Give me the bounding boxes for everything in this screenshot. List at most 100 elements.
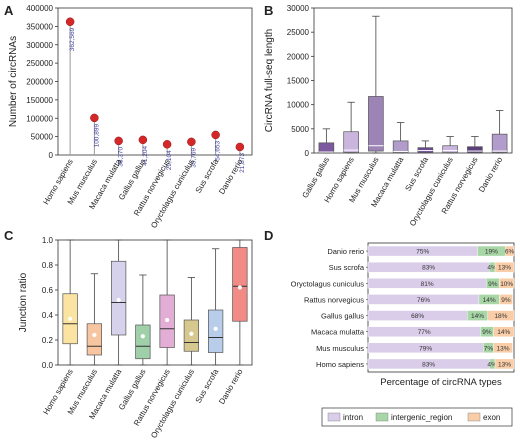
c-x-tick-label: Danio rerio [217, 367, 245, 406]
d-bar-segment-exon [487, 310, 515, 321]
c-y-tick-label: 0.4 [42, 311, 54, 320]
a-y-tick-label: 100000 [26, 114, 53, 123]
a-plot-frame [57, 7, 253, 156]
a-value-label: 41,204 [142, 145, 149, 165]
c-mean-marker [116, 297, 121, 303]
d-y-tick-label: Oryctolagus cuniculus [291, 279, 365, 288]
b-y-tick-label: 5000 [291, 125, 309, 134]
a-lollipop-marker [211, 130, 220, 140]
a-value-label: 38,370 [118, 147, 125, 167]
a-lollipop-marker [65, 17, 75, 27]
d-y-tick-label: Rattus norvegicus [304, 295, 364, 304]
a-value-label: 21,873 [239, 153, 246, 173]
d-y-tick-label: Gallus gallus [321, 312, 364, 321]
a-lollipop-marker [235, 142, 245, 152]
a-x-tick-label: Sus scrofa [194, 157, 221, 195]
a-y-tick-label: 50000 [31, 133, 54, 142]
c-mean-marker [237, 285, 242, 290]
a-y-tick-label: 300000 [26, 41, 53, 50]
d-segment-value-label: 14% [497, 329, 510, 336]
c-x-tick-label: Sus scrofa [194, 367, 221, 405]
c-y-tick-label: 0.0 [42, 361, 54, 370]
d-y-tick-label: Danio rerio [327, 247, 364, 256]
d-segment-value-label: 76% [417, 297, 430, 304]
b-plot-frame [313, 7, 513, 154]
d-legend-swatch-intron [327, 412, 341, 422]
d-segment-value-label: 4% [487, 265, 497, 272]
d-bar-segment-exon [499, 278, 515, 289]
a-y-axis-label: Number of circRNAs [8, 36, 19, 127]
d-segment-value-label: 13% [497, 345, 510, 352]
d-segment-value-label: 9% [488, 281, 498, 288]
panel-label-c: C [4, 228, 14, 243]
d-legend-label: intron [343, 413, 363, 422]
a-y-tick-label: 200000 [26, 78, 53, 87]
d-segment-value-label: 83% [422, 361, 435, 368]
a-y-tick-label: 250000 [26, 59, 53, 68]
b-box [368, 96, 384, 152]
b-y-tick-label: 10000 [287, 101, 310, 110]
b-box [343, 131, 359, 153]
a-x-tick-label: Danio rerio [217, 157, 245, 196]
a-lollipop-marker [90, 113, 99, 123]
c-box [208, 309, 224, 353]
c-plot-frame [57, 239, 253, 366]
b-y-tick-label: 15000 [287, 77, 310, 86]
d-y-tick-label: Homo sapiens [316, 360, 364, 369]
c-y-tick-label: 0.6 [42, 286, 54, 295]
d-segment-value-label: 13% [498, 265, 511, 272]
a-value-label: 35,769 [190, 147, 197, 167]
d-segment-value-label: 81% [421, 281, 434, 288]
d-segment-value-label: 83% [422, 265, 435, 272]
c-y-axis-label: Junction ratio [18, 272, 29, 332]
d-bar-segment-exon [493, 342, 513, 354]
c-y-tick-label: 1.0 [42, 236, 54, 245]
b-x-tick-label: Danio rerio [477, 155, 505, 194]
d-segment-value-label: 6% [505, 249, 515, 256]
c-box [86, 323, 102, 356]
d-legend-label: intergenic_region [391, 413, 452, 422]
d-segment-value-label: 19% [485, 249, 498, 256]
d-segment-value-label: 77% [418, 329, 431, 336]
a-lollipop-marker [187, 137, 196, 147]
d-segment-value-label: 14% [483, 297, 496, 304]
d-x-axis-label: Percentage of circRNA types [380, 377, 502, 388]
c-mean-marker [140, 334, 145, 339]
b-box [318, 142, 335, 154]
b-x-tick-label: Sus scrofa [403, 155, 430, 193]
d-segment-value-label: 4% [487, 361, 497, 368]
d-legend-swatch-exon [467, 412, 481, 422]
d-segment-value-label: 7% [484, 345, 494, 352]
d-segment-value-label: 18% [494, 313, 507, 320]
c-y-tick-label: 0.8 [42, 261, 54, 270]
a-value-label: 100,899 [93, 124, 100, 148]
d-segment-value-label: 13% [498, 361, 511, 368]
a-y-tick-label: 0 [49, 151, 54, 160]
d-legend-label: exon [483, 413, 500, 422]
d-segment-value-label: 10% [500, 281, 513, 288]
b-y-axis-label: CircRNA full-seq length [264, 29, 275, 132]
b-box [392, 140, 409, 153]
c-mean-marker [92, 332, 97, 338]
d-y-tick-label: Mus musculus [316, 344, 364, 353]
d-segment-value-label: 9% [482, 329, 492, 336]
d-y-tick-label: Sus scrofa [329, 263, 365, 272]
a-lollipop-marker [162, 140, 172, 149]
panel-label-a: A [4, 3, 14, 18]
d-bar-segment-exon [493, 326, 515, 337]
d-bar-segment-exon [499, 294, 513, 305]
panel-label-b: B [264, 3, 273, 18]
c-y-tick-label: 0.2 [42, 336, 54, 345]
a-value-label: 29,104 [166, 150, 173, 170]
d-plot-frame [367, 242, 515, 373]
b-y-tick-label: 30000 [287, 4, 310, 13]
c-box [232, 247, 248, 322]
d-bar-segment-exon [494, 358, 515, 370]
d-bar-segment-exon [494, 261, 515, 273]
d-segment-value-label: 68% [411, 313, 424, 320]
c-mean-marker [165, 317, 170, 323]
d-legend-swatch-intergenic-region [375, 412, 389, 422]
d-segment-value-label: 79% [419, 345, 432, 352]
c-box [135, 324, 151, 360]
